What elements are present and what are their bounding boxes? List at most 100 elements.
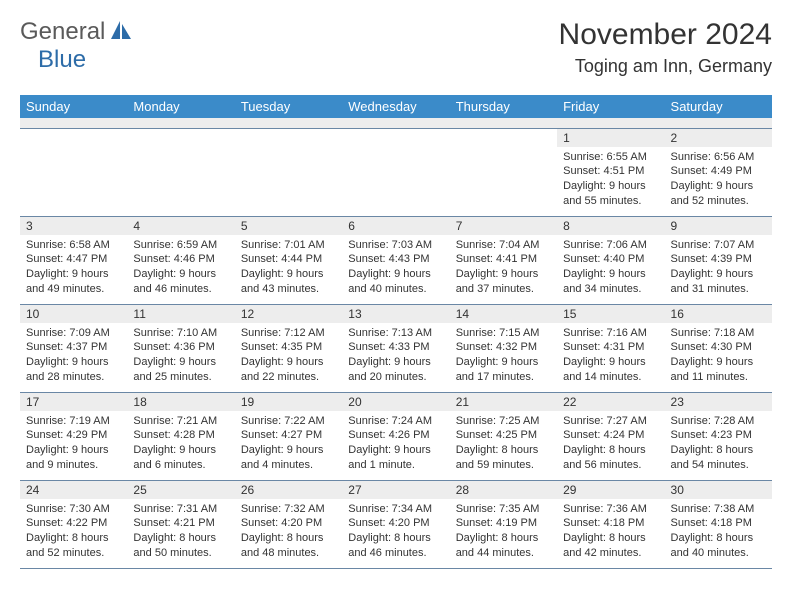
calendar-cell: 2Sunrise: 6:56 AMSunset: 4:49 PMDaylight… xyxy=(665,128,772,216)
daylight-text: Daylight: 8 hours and 59 minutes. xyxy=(456,443,551,473)
day-content: Sunrise: 7:13 AMSunset: 4:33 PMDaylight:… xyxy=(342,323,449,391)
sunset-text: Sunset: 4:40 PM xyxy=(563,252,658,267)
calendar-cell: 30Sunrise: 7:38 AMSunset: 4:18 PMDayligh… xyxy=(665,480,772,568)
location: Toging am Inn, Germany xyxy=(559,56,772,77)
day-number: 24 xyxy=(20,481,127,499)
sunrise-text: Sunrise: 7:19 AM xyxy=(26,414,121,429)
day-number: 26 xyxy=(235,481,342,499)
day-content: Sunrise: 6:55 AMSunset: 4:51 PMDaylight:… xyxy=(557,147,664,215)
daylight-text: Daylight: 9 hours and 52 minutes. xyxy=(671,179,766,209)
sunrise-text: Sunrise: 7:35 AM xyxy=(456,502,551,517)
sunset-text: Sunset: 4:18 PM xyxy=(671,516,766,531)
sunset-text: Sunset: 4:33 PM xyxy=(348,340,443,355)
sunrise-text: Sunrise: 7:36 AM xyxy=(563,502,658,517)
sunrise-text: Sunrise: 6:59 AM xyxy=(133,238,228,253)
sail-icon xyxy=(111,21,133,44)
sunset-text: Sunset: 4:35 PM xyxy=(241,340,336,355)
header: General Blue November 2024 Toging am Inn… xyxy=(20,18,772,77)
day-number: 19 xyxy=(235,393,342,411)
daylight-text: Daylight: 8 hours and 46 minutes. xyxy=(348,531,443,561)
sunset-text: Sunset: 4:20 PM xyxy=(348,516,443,531)
calendar-cell: 15Sunrise: 7:16 AMSunset: 4:31 PMDayligh… xyxy=(557,304,664,392)
day-number: 30 xyxy=(665,481,772,499)
sunset-text: Sunset: 4:26 PM xyxy=(348,428,443,443)
sunset-text: Sunset: 4:21 PM xyxy=(133,516,228,531)
calendar-row: 10Sunrise: 7:09 AMSunset: 4:37 PMDayligh… xyxy=(20,304,772,392)
day-number: 29 xyxy=(557,481,664,499)
calendar-cell: 26Sunrise: 7:32 AMSunset: 4:20 PMDayligh… xyxy=(235,480,342,568)
daylight-text: Daylight: 8 hours and 56 minutes. xyxy=(563,443,658,473)
sunset-text: Sunset: 4:46 PM xyxy=(133,252,228,267)
daylight-text: Daylight: 9 hours and 49 minutes. xyxy=(26,267,121,297)
daylight-text: Daylight: 9 hours and 11 minutes. xyxy=(671,355,766,385)
calendar-cell: 21Sunrise: 7:25 AMSunset: 4:25 PMDayligh… xyxy=(450,392,557,480)
day-number: 11 xyxy=(127,305,234,323)
sunset-text: Sunset: 4:18 PM xyxy=(563,516,658,531)
calendar-cell: 1Sunrise: 6:55 AMSunset: 4:51 PMDaylight… xyxy=(557,128,664,216)
day-content: Sunrise: 7:03 AMSunset: 4:43 PMDaylight:… xyxy=(342,235,449,303)
day-number: 1 xyxy=(557,129,664,147)
sunrise-text: Sunrise: 7:04 AM xyxy=(456,238,551,253)
calendar-cell: 5Sunrise: 7:01 AMSunset: 4:44 PMDaylight… xyxy=(235,216,342,304)
calendar-cell: 18Sunrise: 7:21 AMSunset: 4:28 PMDayligh… xyxy=(127,392,234,480)
day-number: 4 xyxy=(127,217,234,235)
day-number: 7 xyxy=(450,217,557,235)
calendar-cell xyxy=(342,128,449,216)
day-number: 5 xyxy=(235,217,342,235)
sunset-text: Sunset: 4:47 PM xyxy=(26,252,121,267)
daylight-text: Daylight: 8 hours and 54 minutes. xyxy=(671,443,766,473)
sunset-text: Sunset: 4:41 PM xyxy=(456,252,551,267)
day-content: Sunrise: 6:58 AMSunset: 4:47 PMDaylight:… xyxy=(20,235,127,303)
day-number: 23 xyxy=(665,393,772,411)
calendar-body: 1Sunrise: 6:55 AMSunset: 4:51 PMDaylight… xyxy=(20,128,772,568)
daylight-text: Daylight: 9 hours and 43 minutes. xyxy=(241,267,336,297)
day-content: Sunrise: 7:16 AMSunset: 4:31 PMDaylight:… xyxy=(557,323,664,391)
day-number: 22 xyxy=(557,393,664,411)
sunrise-text: Sunrise: 7:18 AM xyxy=(671,326,766,341)
sunrise-text: Sunrise: 7:15 AM xyxy=(456,326,551,341)
sunset-text: Sunset: 4:43 PM xyxy=(348,252,443,267)
calendar-cell: 4Sunrise: 6:59 AMSunset: 4:46 PMDaylight… xyxy=(127,216,234,304)
day-number: 2 xyxy=(665,129,772,147)
day-header: Wednesday xyxy=(342,95,449,118)
sunset-text: Sunset: 4:23 PM xyxy=(671,428,766,443)
day-content: Sunrise: 7:27 AMSunset: 4:24 PMDaylight:… xyxy=(557,411,664,479)
sunrise-text: Sunrise: 7:22 AM xyxy=(241,414,336,429)
daylight-text: Daylight: 9 hours and 6 minutes. xyxy=(133,443,228,473)
day-content: Sunrise: 7:12 AMSunset: 4:35 PMDaylight:… xyxy=(235,323,342,391)
day-content: Sunrise: 7:35 AMSunset: 4:19 PMDaylight:… xyxy=(450,499,557,567)
day-header: Tuesday xyxy=(235,95,342,118)
sunrise-text: Sunrise: 7:16 AM xyxy=(563,326,658,341)
daylight-text: Daylight: 9 hours and 34 minutes. xyxy=(563,267,658,297)
sunset-text: Sunset: 4:32 PM xyxy=(456,340,551,355)
daylight-text: Daylight: 9 hours and 55 minutes. xyxy=(563,179,658,209)
day-number: 3 xyxy=(20,217,127,235)
sunrise-text: Sunrise: 7:03 AM xyxy=(348,238,443,253)
day-number: 18 xyxy=(127,393,234,411)
sunrise-text: Sunrise: 7:12 AM xyxy=(241,326,336,341)
sunset-text: Sunset: 4:44 PM xyxy=(241,252,336,267)
sunset-text: Sunset: 4:24 PM xyxy=(563,428,658,443)
day-content: Sunrise: 7:01 AMSunset: 4:44 PMDaylight:… xyxy=(235,235,342,303)
daylight-text: Daylight: 8 hours and 48 minutes. xyxy=(241,531,336,561)
day-number: 10 xyxy=(20,305,127,323)
day-content: Sunrise: 7:25 AMSunset: 4:25 PMDaylight:… xyxy=(450,411,557,479)
sunset-text: Sunset: 4:36 PM xyxy=(133,340,228,355)
sunrise-text: Sunrise: 7:07 AM xyxy=(671,238,766,253)
sunset-text: Sunset: 4:28 PM xyxy=(133,428,228,443)
daylight-text: Daylight: 9 hours and 17 minutes. xyxy=(456,355,551,385)
calendar-cell: 17Sunrise: 7:19 AMSunset: 4:29 PMDayligh… xyxy=(20,392,127,480)
sunrise-text: Sunrise: 7:27 AM xyxy=(563,414,658,429)
sunset-text: Sunset: 4:37 PM xyxy=(26,340,121,355)
sunrise-text: Sunrise: 6:58 AM xyxy=(26,238,121,253)
calendar-row: 17Sunrise: 7:19 AMSunset: 4:29 PMDayligh… xyxy=(20,392,772,480)
calendar-row: 3Sunrise: 6:58 AMSunset: 4:47 PMDaylight… xyxy=(20,216,772,304)
sunset-text: Sunset: 4:22 PM xyxy=(26,516,121,531)
day-content: Sunrise: 7:32 AMSunset: 4:20 PMDaylight:… xyxy=(235,499,342,567)
calendar-table: Sunday Monday Tuesday Wednesday Thursday… xyxy=(20,95,772,569)
sunset-text: Sunset: 4:27 PM xyxy=(241,428,336,443)
calendar-cell: 9Sunrise: 7:07 AMSunset: 4:39 PMDaylight… xyxy=(665,216,772,304)
daylight-text: Daylight: 8 hours and 52 minutes. xyxy=(26,531,121,561)
calendar-cell: 22Sunrise: 7:27 AMSunset: 4:24 PMDayligh… xyxy=(557,392,664,480)
sunrise-text: Sunrise: 7:32 AM xyxy=(241,502,336,517)
